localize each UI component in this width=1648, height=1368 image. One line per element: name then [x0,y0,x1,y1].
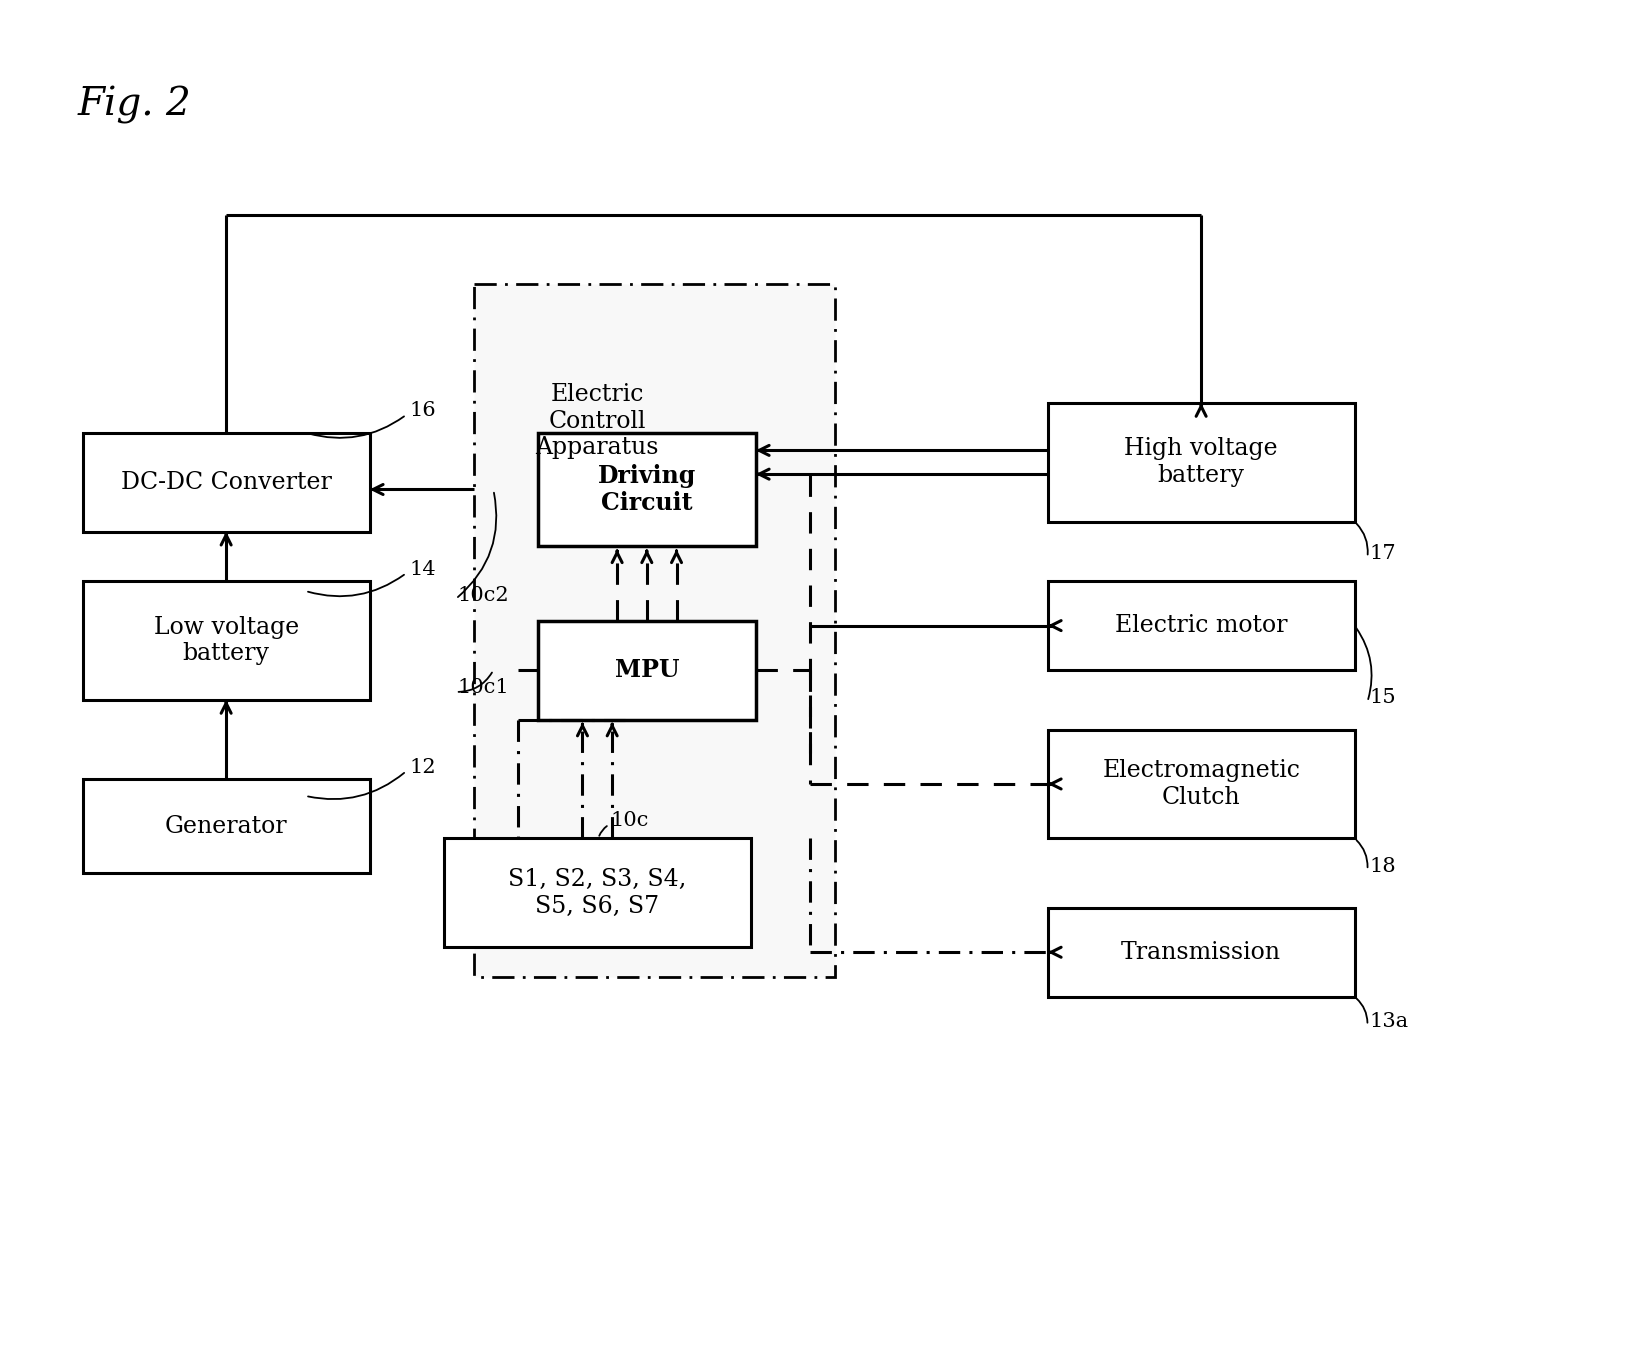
Bar [537,621,756,720]
FancyArrowPatch shape [1356,999,1368,1023]
Bar [1048,581,1355,670]
Text: 14: 14 [409,560,435,579]
Bar [537,432,756,546]
FancyArrowPatch shape [600,826,606,836]
Text: High voltage
battery: High voltage battery [1124,438,1277,487]
Text: MPU: MPU [615,658,679,683]
Text: 15: 15 [1369,688,1396,707]
Bar [82,778,369,873]
Text: S1, S2, S3, S4,
S5, S6, S7: S1, S2, S3, S4, S5, S6, S7 [508,869,687,918]
FancyArrowPatch shape [458,673,493,692]
Text: 12: 12 [409,758,435,777]
Text: Driving
Circuit: Driving Circuit [598,464,695,516]
Text: 10c1: 10c1 [458,679,509,698]
Bar [82,581,369,700]
Text: Electric
Controll
Apparatus: Electric Controll Apparatus [536,383,659,460]
Text: DC-DC Converter: DC-DC Converter [120,471,331,494]
Text: Generator: Generator [165,814,287,837]
FancyArrowPatch shape [308,773,404,799]
Bar [1048,404,1355,521]
Text: 18: 18 [1369,856,1396,876]
FancyArrowPatch shape [1356,840,1368,867]
Text: 13a: 13a [1369,1012,1409,1031]
Text: 17: 17 [1369,544,1396,562]
Text: Electromagnetic
Clutch: Electromagnetic Clutch [1103,759,1300,808]
FancyArrowPatch shape [308,416,404,438]
Bar [1048,908,1355,997]
FancyArrowPatch shape [1356,628,1371,699]
Text: 10c: 10c [610,811,649,830]
Text: Electric motor: Electric motor [1116,614,1287,637]
Text: Fig. 2: Fig. 2 [77,86,191,124]
FancyArrowPatch shape [308,575,404,596]
Bar [1048,729,1355,839]
Text: 10c2: 10c2 [458,587,509,606]
Text: Transmission: Transmission [1121,941,1280,963]
FancyArrowPatch shape [1356,524,1368,554]
Text: Low voltage
battery: Low voltage battery [153,616,298,665]
Bar [473,285,836,977]
Bar [82,432,369,532]
Text: 16: 16 [409,401,435,420]
Bar [443,839,751,947]
FancyArrowPatch shape [458,492,496,596]
